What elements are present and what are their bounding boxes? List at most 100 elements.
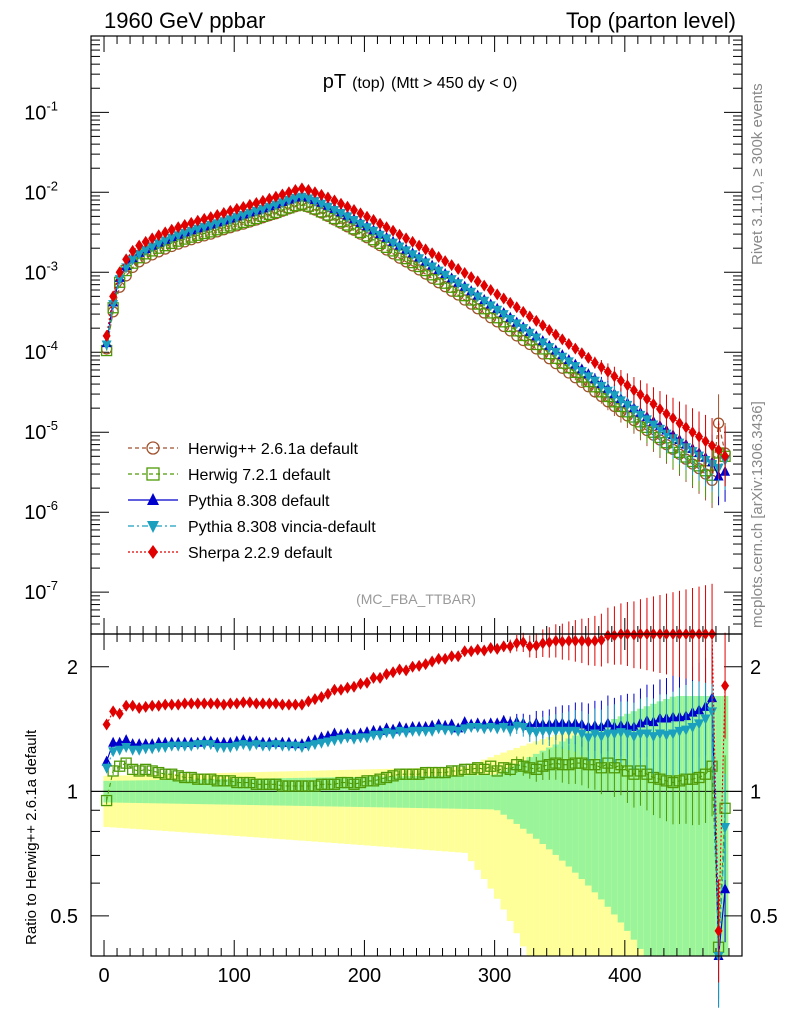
marker — [382, 668, 391, 681]
marker — [720, 883, 731, 894]
marker — [564, 634, 573, 647]
marker — [213, 209, 222, 222]
marker — [406, 768, 419, 780]
marker — [226, 204, 235, 217]
green-band — [480, 775, 488, 810]
marker — [382, 221, 391, 234]
green-band — [676, 695, 683, 956]
marker — [296, 780, 308, 792]
marker — [161, 226, 170, 239]
marker — [141, 235, 150, 248]
marker — [401, 728, 412, 739]
green-band — [689, 695, 696, 956]
marker — [153, 742, 164, 753]
marker — [616, 374, 625, 387]
marker — [485, 301, 496, 312]
yellow-band — [402, 768, 410, 849]
green-band — [585, 729, 592, 886]
yellow-band — [454, 767, 462, 853]
marker — [531, 333, 542, 344]
marker — [545, 323, 554, 336]
yellow-band — [344, 769, 351, 844]
marker — [667, 729, 678, 740]
marker — [453, 279, 464, 290]
ratio-bands — [91, 695, 742, 956]
marker — [121, 742, 132, 753]
marker — [493, 288, 502, 301]
marker — [557, 352, 568, 363]
marker — [127, 255, 138, 266]
marker — [322, 778, 334, 790]
marker — [133, 765, 145, 777]
yellow-band — [500, 752, 507, 910]
marker — [511, 319, 522, 330]
marker — [524, 762, 536, 774]
marker — [302, 780, 315, 792]
marker — [688, 426, 697, 439]
marker — [466, 723, 477, 734]
marker — [289, 780, 302, 792]
marker — [550, 726, 561, 737]
marker — [122, 699, 131, 712]
marker — [276, 780, 289, 792]
marker — [480, 279, 489, 292]
marker — [427, 726, 438, 737]
marker — [603, 365, 612, 378]
green-band — [552, 744, 560, 855]
marker — [491, 765, 503, 777]
marker — [621, 765, 634, 777]
y-tick-label: 10-3 — [24, 258, 58, 284]
green-band — [428, 775, 436, 809]
green-band — [415, 776, 423, 809]
yellow-band — [539, 739, 547, 956]
marker — [498, 723, 509, 734]
marker — [576, 729, 587, 740]
marker — [388, 238, 399, 249]
marker — [512, 301, 521, 314]
marker — [140, 744, 151, 755]
marker — [135, 701, 144, 714]
marker — [708, 439, 717, 452]
marker — [498, 762, 510, 774]
marker — [363, 676, 372, 689]
marker — [231, 776, 243, 789]
marker — [258, 194, 267, 207]
y-tick-base: 10 — [24, 502, 46, 524]
marker — [251, 206, 262, 217]
title-sub1: (top) — [352, 75, 385, 92]
marker — [721, 679, 730, 692]
marker — [428, 247, 437, 260]
marker — [544, 343, 555, 354]
marker — [173, 741, 184, 752]
marker — [309, 196, 320, 207]
yellow-band — [428, 767, 436, 851]
green-band — [598, 724, 605, 900]
green-band — [383, 776, 390, 808]
marker — [667, 434, 678, 445]
marker — [192, 773, 204, 785]
green-band — [292, 777, 299, 806]
yellow-band — [331, 770, 338, 844]
marker — [654, 773, 666, 785]
marker — [519, 636, 528, 649]
green-band — [630, 711, 638, 940]
marker — [167, 223, 176, 236]
marker — [530, 763, 542, 776]
marker — [571, 342, 580, 355]
marker — [356, 677, 365, 690]
green-band — [370, 776, 377, 808]
marker — [701, 435, 710, 448]
marker — [433, 266, 444, 277]
green-band — [526, 757, 534, 834]
marker — [674, 726, 685, 737]
marker — [108, 300, 119, 311]
marker — [120, 757, 132, 769]
marker — [186, 226, 197, 237]
marker — [102, 718, 111, 731]
marker — [597, 361, 606, 374]
marker — [629, 628, 638, 641]
marker — [147, 493, 159, 505]
green-band — [266, 778, 273, 806]
marker — [590, 634, 599, 647]
